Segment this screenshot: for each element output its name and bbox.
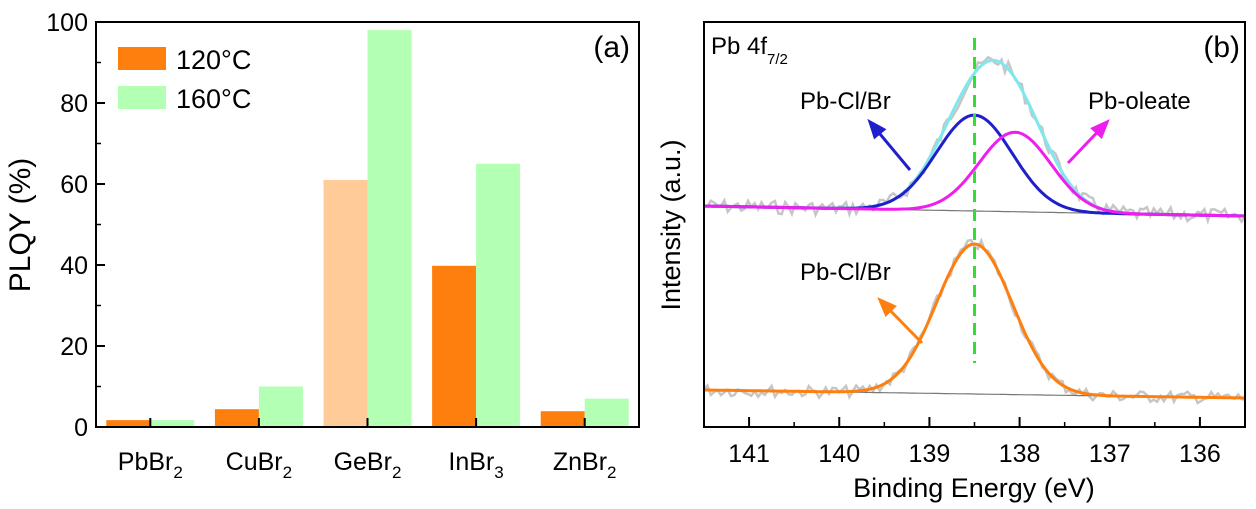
y-axis-ticks: 0 20 40 60 80 100 [46,9,105,442]
x-tick-label: 140 [818,440,860,468]
bar-160C-pbbr2 [150,420,195,427]
x-tick-label-base: CuBr [226,448,283,476]
bar-160C-inbr3 [476,163,521,427]
x-tick-label-base: GeBr [334,448,392,476]
legend-label-120: 120°C [176,45,251,75]
x-tick-label-sub: 2 [283,463,292,482]
legend-a: 120°C 160°C [118,45,251,114]
legend-label-160: 160°C [176,84,251,114]
x-tick-label: 136 [1179,440,1221,468]
bar-group [106,30,629,427]
title-main: Pb 4f [711,33,767,60]
bar-160C-gebr2 [367,30,412,427]
y-axis-label-b: Intensity (a.u.) [656,139,686,310]
arrow-head-pb-clbr-lower [877,297,897,317]
y-tick-label: 20 [60,333,88,361]
x-axis-ticks: 141 140 139 138 137 136 [728,417,1221,468]
spectrum-title: Pb 4f7/2 [711,33,788,68]
x-tick-label: GeBr2 [334,448,402,482]
x-tick-label-sub: 3 [494,463,503,482]
y-axis-label: PLQY (%) [4,158,37,293]
y-tick-label: 40 [60,252,88,280]
arrow-head-pb-oleate [1090,119,1110,140]
bar-120C-inbr3 [432,265,477,427]
annotation-pb-clbr-lower: Pb-Cl/Br [800,259,891,286]
x-axis-ticks: PbBr2 CuBr2 GeBr2 InBr3 ZnBr2 [118,418,617,482]
x-tick-label: 139 [909,440,951,468]
x-tick-label: 137 [1089,440,1131,468]
legend-swatch-120 [118,47,166,70]
x-axis-label: Binding Energy (eV) [853,473,1095,503]
legend-swatch-160 [118,86,166,109]
y-tick-label: 80 [60,90,88,118]
title-sub: 7/2 [767,51,788,68]
peak-pb-clbr-lower [704,242,1246,400]
x-tick-label-base: PbBr [118,448,174,476]
bar-120C-cubr2 [214,409,259,427]
bar-120C-gebr2 [323,179,368,427]
y-tick-label: 0 [74,414,88,442]
x-tick-label-base: ZnBr [553,448,607,476]
panel-label-a: (a) [593,31,630,64]
annotation-pb-clbr-upper: Pb-Cl/Br [800,88,891,115]
raw-data-lower [703,237,1246,405]
arrow-head-pb-clbr-upper [867,118,887,140]
x-tick-label: 138 [999,440,1041,468]
panel-label-b: (b) [1203,31,1240,64]
bar-160C-znbr2 [584,398,629,427]
x-tick-label-sub: 2 [173,463,182,482]
bar-120C-pbbr2 [106,420,151,427]
y-tick-label: 60 [60,171,88,199]
annotation-pb-oleate: Pb-oleate [1088,88,1191,115]
y-tick-label: 100 [46,9,88,37]
peak-pb-oleate [703,130,1246,218]
x-tick-label-base: InBr [448,448,494,476]
x-tick-label: InBr3 [448,448,503,482]
bar-160C-cubr2 [258,386,303,427]
x-tick-label-sub: 2 [607,463,616,482]
x-tick-label-sub: 2 [392,463,401,482]
x-tick-label: CuBr2 [226,448,292,482]
x-tick-label: ZnBr2 [553,448,617,482]
bar-120C-znbr2 [540,411,585,427]
panel-b: 141 140 139 138 137 136 Binding Energy (eV) I… [656,21,1247,503]
spectra [703,55,1247,405]
x-tick-label: PbBr2 [118,448,183,482]
x-tick-label: 141 [728,440,770,468]
